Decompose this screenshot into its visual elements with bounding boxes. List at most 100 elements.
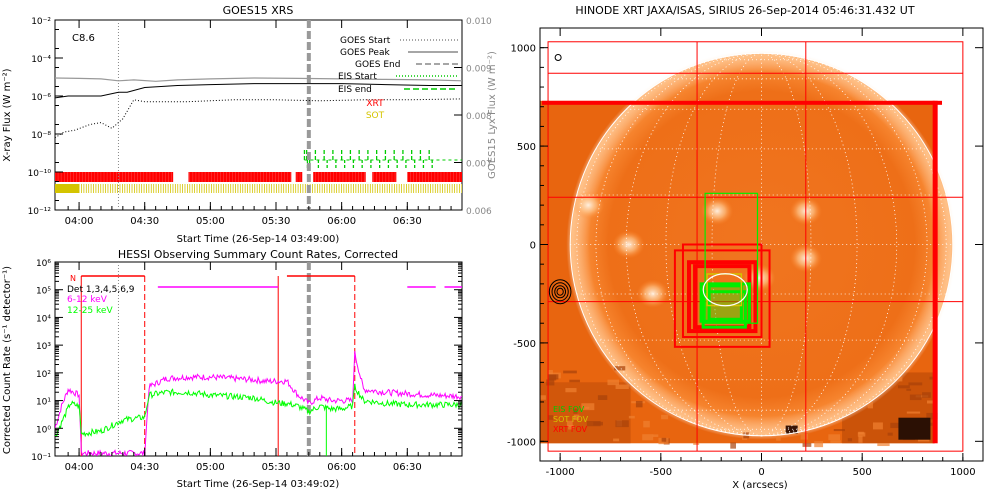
xrt-legend-label: SOT FOV: [553, 415, 589, 424]
xrt-noise-block: [741, 436, 748, 440]
xrt-noise-block: [890, 422, 899, 429]
hessi-ytick-label: 10⁰: [36, 425, 51, 435]
xrt-image-layer: [540, 41, 964, 452]
active-region: [612, 230, 645, 259]
goes-title: GOES15 XRS: [223, 4, 294, 17]
hessi-xtick-label: 05:00: [196, 462, 225, 473]
grid-longitude: [595, 52, 762, 437]
goes-xrt-bar: [372, 172, 397, 182]
goes-xtick-label: 04:00: [65, 216, 94, 227]
xrt-noise-block: [607, 379, 619, 386]
xrt-noise-block: [568, 424, 574, 430]
hessi-xtick-label: 04:30: [130, 462, 159, 473]
hessi-legend-label: N: [70, 274, 76, 283]
goes-ytick-label: 10⁻¹²: [28, 207, 52, 217]
goes-xrt-bar: [188, 172, 292, 182]
xrt-ytick-label: -1000: [507, 437, 536, 448]
hessi-xtick-label: 04:00: [65, 462, 94, 473]
hessi-contour: [556, 287, 564, 296]
xrt-noise-block: [897, 377, 903, 382]
xrt-noise-block: [628, 415, 635, 419]
xrt-dark-patch: [898, 417, 931, 440]
goes-y2tick-label: 0.008: [466, 112, 492, 122]
xrt-ytick-label: 500: [517, 142, 536, 153]
active-region: [701, 197, 734, 226]
xrt-noise-block: [828, 434, 841, 441]
xrt-noise-block: [585, 406, 590, 409]
goes-xrt-bar: [407, 172, 462, 182]
hessi-contour: [548, 279, 572, 305]
xrt-noise-block: [642, 434, 654, 441]
xrt-noise-block: [858, 435, 863, 443]
hessi-axes: 10⁻¹ 10⁰ 10¹ 10² 10³ 10⁴ 10⁵ 10⁶ 04:00 04:30 05:00…: [31, 259, 462, 473]
goes-legend-label: EIS Start: [338, 72, 377, 82]
xrt-title: HINODE XRT JAXA/ISAS, SIRIUS 26-Sep-2014…: [575, 4, 914, 17]
xrt-noise-block: [802, 443, 812, 447]
xrt-noise-block: [877, 443, 890, 447]
hessi-ytick-label: 10³: [36, 342, 51, 352]
xrt-noise-block: [858, 431, 864, 435]
xrt-panel: HINODE XRT JAXA/ISAS, SIRIUS 26-Sep-2014…: [507, 4, 984, 491]
xrt-dark-patch: [785, 425, 798, 434]
xrt-noise-block: [547, 374, 559, 380]
goes-xtick-label: 05:30: [262, 216, 291, 227]
xrt-xtick-label: 500: [853, 467, 872, 478]
xrt-legend-label: EIS FOV: [553, 405, 585, 414]
xrt-noise-block: [593, 421, 603, 426]
xrt-noise-block: [906, 388, 912, 391]
xrt-noise-block: [847, 438, 853, 442]
xrt-noise-block: [906, 411, 921, 414]
goes-class-label: C8.6: [72, 33, 95, 44]
goes-xlabel: Start Time (26-Sep-14 03:49:00): [177, 234, 340, 245]
goes-sot-bar: [55, 184, 80, 193]
goes-xtick-label: 06:30: [393, 216, 422, 227]
xrt-noise-block: [546, 379, 555, 386]
goes-y2tick-label: 0.009: [466, 65, 492, 75]
xrt-noise-block: [661, 437, 667, 442]
goes-y2tick-label: 0.006: [466, 207, 492, 217]
hessi-xtick-label: 06:30: [393, 462, 422, 473]
xrt-noise-block: [614, 366, 626, 371]
small-circle-marker: [554, 54, 562, 62]
xrt-noise-block: [569, 379, 580, 383]
xrt-noise-block: [693, 442, 700, 445]
xrt-noise-block: [581, 403, 595, 411]
xrt-noise-block: [776, 434, 781, 441]
hessi-ytick-label: 10²: [36, 370, 51, 380]
goes-xtick-label: 04:30: [130, 216, 159, 227]
goes-y2tick-label: 0.007: [466, 160, 492, 170]
goes-axes: 10⁻¹² 10⁻¹⁰ 10⁻⁸ 10⁻⁶ 10⁻⁴ 10⁻² 0.006 0.007 0.00…: [28, 17, 492, 227]
goes-ytick-label: 10⁻⁸: [31, 131, 51, 141]
xrt-outer-fov: [547, 41, 964, 452]
goes-data-layer: [55, 20, 462, 210]
hessi-plot-frame: [54, 261, 463, 457]
goes-ytick-label: 10⁻¹⁰: [28, 169, 52, 179]
xrt-fov-edge-top: [542, 100, 943, 105]
goes-ytick-label: 10⁻⁴: [31, 55, 51, 65]
goes-lyx-line: [55, 77, 462, 82]
xrt-xtick-label: 1000: [950, 467, 975, 478]
xrt-noise-block: [566, 420, 573, 427]
xrt-corner-shading: [540, 382, 631, 444]
goes-short-line: [55, 98, 462, 139]
xrt-noise-block: [635, 400, 643, 408]
xrt-noise-block: [897, 385, 910, 389]
eis-fov-box: [701, 290, 747, 329]
active-region-loop: [702, 273, 748, 307]
hessi-title: HESSI Observing Summary Count Rates, Cor…: [118, 248, 398, 261]
xrt-ytick-label: 1000: [511, 44, 536, 55]
xrt-noise-block: [547, 415, 554, 420]
xrt-noise-block: [800, 434, 809, 440]
goes-long-line: [55, 83, 462, 99]
solar-limb: [569, 52, 954, 437]
goes-ytick-label: 10⁻⁶: [31, 93, 51, 103]
xrt-noise-block: [540, 395, 546, 400]
xrt-noise-block: [915, 395, 929, 398]
goes-ylabel: X-ray Flux (W m⁻²): [2, 68, 13, 161]
xrt-noise-block: [652, 434, 659, 437]
xrt-noise-block: [857, 432, 866, 437]
hessi-contour: [551, 282, 569, 302]
